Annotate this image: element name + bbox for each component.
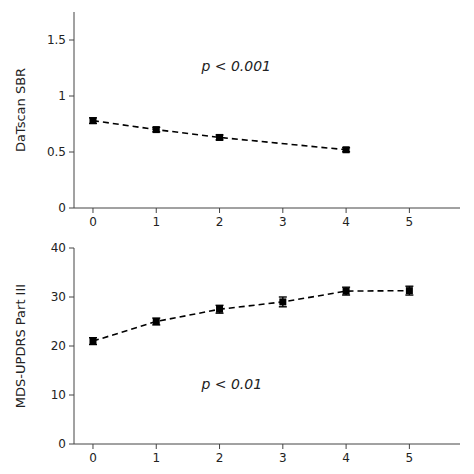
x-tick-label: 4 — [342, 451, 350, 465]
data-group — [89, 286, 413, 344]
x-tick — [409, 444, 410, 449]
x-tick-label: 3 — [279, 215, 287, 229]
x-tick — [282, 208, 283, 213]
x-tick-label: 0 — [89, 451, 97, 465]
y-tick-label: 0.5 — [47, 145, 66, 159]
x-tick-label: 3 — [279, 451, 287, 465]
data-point — [216, 306, 223, 313]
y-tick-label: 1 — [58, 89, 66, 103]
panel: 0 10 20 30 40 0 1 2 3 4 5 MDS-UPDRS Part III p < 0.0… — [13, 241, 461, 465]
y-axis-line — [74, 12, 75, 208]
x-tick — [346, 444, 347, 449]
data-point — [216, 134, 223, 141]
data-point — [89, 338, 96, 345]
y-tick-label: 20 — [51, 339, 66, 353]
x-tick-label: 0 — [89, 215, 97, 229]
data-group — [89, 117, 350, 153]
x-tick-label: 4 — [342, 215, 350, 229]
y-tick — [69, 152, 74, 153]
y-tick-label: 0 — [58, 201, 66, 215]
y-tick — [69, 395, 74, 396]
background — [0, 0, 474, 474]
annotation: p < 0.001 — [200, 58, 271, 74]
y-axis-label: DaTscan SBR — [13, 68, 28, 152]
data-point — [406, 287, 413, 294]
y-tick-label: 1.5 — [47, 33, 66, 47]
x-axis-line — [74, 208, 460, 209]
x-tick — [346, 208, 347, 213]
error-bar — [279, 297, 287, 307]
y-axis-label: MDS-UPDRS Part III — [13, 284, 28, 408]
y-tick-label: 10 — [51, 388, 66, 402]
x-tick-label: 5 — [406, 215, 414, 229]
y-tick — [69, 444, 74, 445]
x-tick-label: 5 — [406, 451, 414, 465]
error-bar-cap — [279, 306, 287, 307]
x-tick-label: 2 — [216, 215, 224, 229]
x-tick-label: 1 — [152, 215, 160, 229]
x-tick — [219, 208, 220, 213]
x-tick — [156, 444, 157, 449]
y-tick-label: 40 — [51, 241, 66, 255]
error-bar — [405, 286, 413, 295]
error-bar — [216, 305, 224, 313]
x-tick — [92, 444, 93, 449]
x-tick — [409, 208, 410, 213]
data-point — [89, 117, 96, 124]
error-bar — [89, 118, 97, 124]
x-tick-label: 2 — [216, 451, 224, 465]
y-tick — [69, 208, 74, 209]
figure: 00.511.5012345DaTscan SBRp < 0.001010203… — [0, 0, 474, 474]
y-tick-label: 30 — [51, 290, 66, 304]
error-bar — [152, 318, 160, 325]
y-tick — [69, 248, 74, 249]
panel: 0 0.5 1 1.5 0 1 2 3 4 5 DaTscan SBR p < 0.001 — [13, 12, 461, 229]
error-bar — [342, 287, 350, 295]
y-tick — [69, 346, 74, 347]
data-point — [153, 126, 160, 133]
x-tick — [156, 208, 157, 213]
x-tick — [92, 208, 93, 213]
error-bar-cap — [279, 296, 287, 297]
x-tick — [282, 444, 283, 449]
series-line — [93, 291, 409, 341]
x-tick-label: 1 — [152, 451, 160, 465]
data-point — [343, 288, 350, 295]
data-point — [153, 318, 160, 325]
series-line — [93, 121, 346, 150]
y-tick — [69, 40, 74, 41]
error-bar — [89, 338, 97, 345]
x-axis-line — [74, 444, 460, 445]
y-tick — [69, 297, 74, 298]
annotation: p < 0.01 — [200, 376, 262, 392]
y-tick — [69, 96, 74, 97]
data-point — [343, 146, 350, 153]
x-tick — [219, 444, 220, 449]
error-bar-cap — [405, 286, 413, 287]
y-tick-label: 0 — [58, 437, 66, 451]
data-point — [279, 298, 286, 305]
error-bar-cap — [405, 294, 413, 295]
